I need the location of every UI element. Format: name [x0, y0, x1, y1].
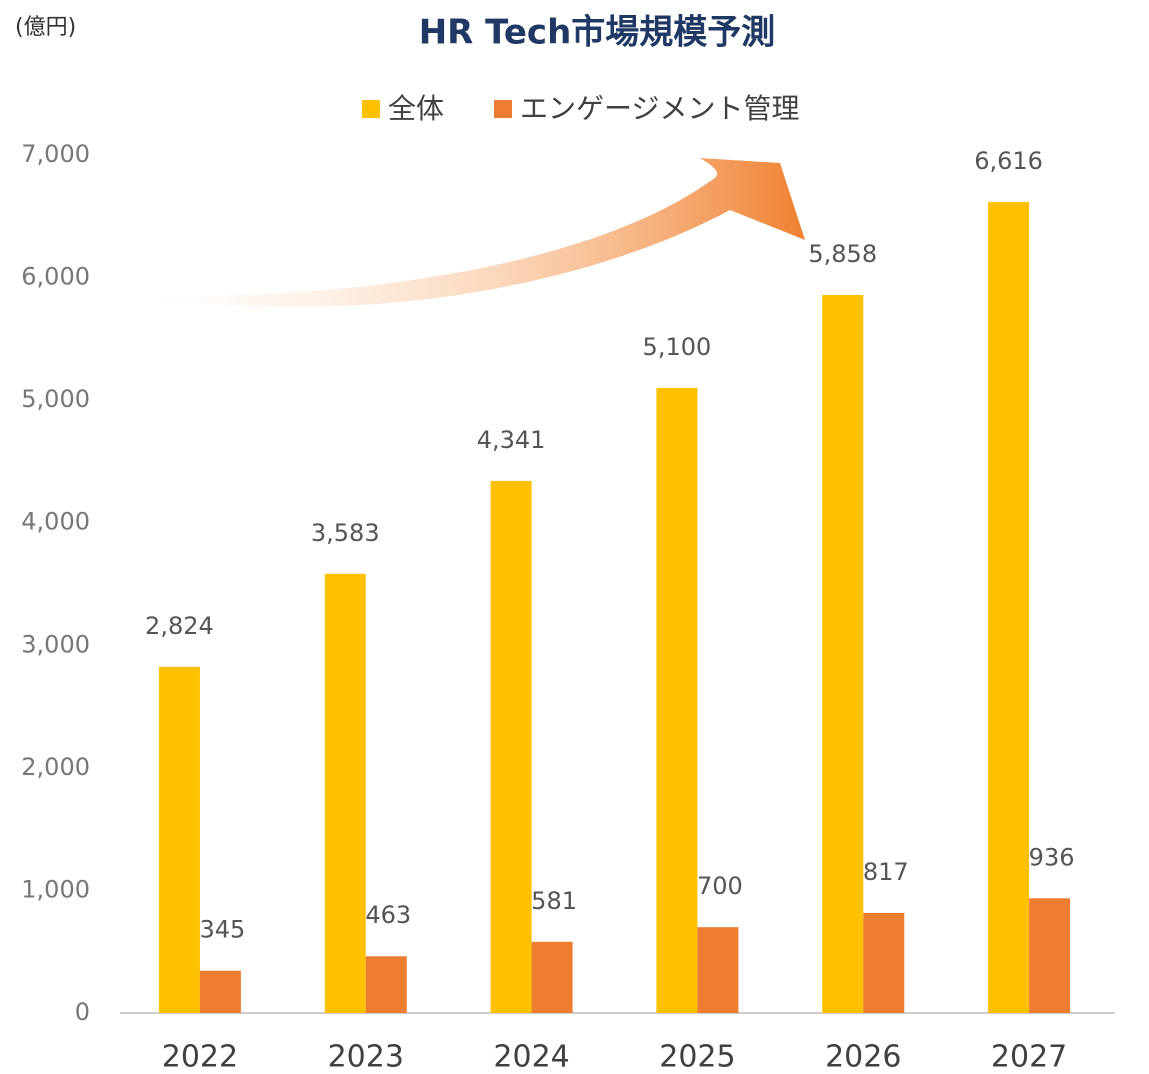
y-tick-label: 7,000 [21, 140, 90, 168]
value-label: 700 [697, 872, 743, 900]
bar [863, 912, 905, 1013]
y-tick-label: 2,000 [21, 753, 90, 781]
value-label: 345 [200, 916, 246, 944]
bar [324, 573, 366, 1013]
bar [1029, 898, 1071, 1013]
value-label: 463 [365, 901, 411, 929]
value-label: 936 [1029, 843, 1075, 871]
value-label: 3,583 [311, 519, 380, 547]
bar [365, 956, 407, 1013]
y-tick-label: 3,000 [21, 630, 90, 658]
bar [988, 202, 1030, 1013]
bar [697, 927, 739, 1013]
value-label: 5,100 [643, 333, 712, 361]
y-tick-label: 0 [75, 998, 90, 1026]
value-label: 4,341 [477, 426, 546, 454]
bar [656, 387, 698, 1013]
bar [822, 294, 864, 1013]
y-tick-label: 5,000 [21, 385, 90, 413]
value-label: 581 [531, 887, 577, 915]
bar [158, 666, 200, 1013]
x-tick-label: 2025 [659, 1040, 735, 1074]
trend-arrow [140, 158, 805, 307]
x-tick-label: 2026 [825, 1040, 901, 1074]
x-tick-label: 2024 [493, 1040, 569, 1074]
y-tick-label: 4,000 [21, 508, 90, 536]
x-tick-label: 2022 [162, 1040, 238, 1074]
x-tick-label: 2027 [991, 1040, 1067, 1074]
bar [199, 970, 241, 1013]
value-label: 6,616 [974, 147, 1043, 175]
legend-swatch [362, 100, 380, 118]
y-tick-label: 1,000 [21, 875, 90, 903]
y-tick-label: 6,000 [21, 263, 90, 291]
y-axis-label: (億円) [15, 15, 76, 40]
value-label: 2,824 [145, 612, 214, 640]
value-label: 817 [863, 858, 909, 886]
bar [531, 941, 573, 1013]
value-label: 5,858 [808, 240, 877, 268]
x-tick-label: 2023 [328, 1040, 404, 1074]
legend-label: エンゲージメント管理 [520, 92, 799, 125]
legend-label: 全体 [388, 92, 444, 125]
legend-swatch [494, 100, 513, 118]
bar [490, 480, 532, 1013]
chart-title: HR Tech市場規模予測 [419, 13, 776, 53]
